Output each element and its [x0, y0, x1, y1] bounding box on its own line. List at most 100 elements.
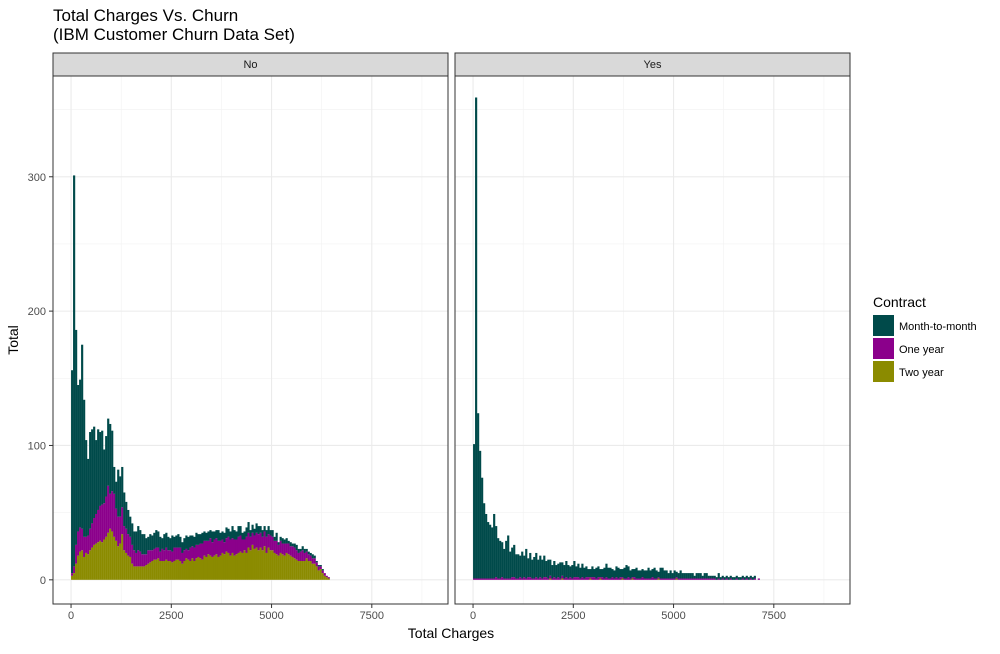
bar-month-to-month — [79, 379, 82, 528]
bar-month-to-month — [679, 570, 682, 579]
chart-subtitle: (IBM Customer Churn Data Set) — [53, 25, 295, 44]
bar-month-to-month — [711, 575, 714, 579]
legend-key-one-year — [873, 338, 894, 359]
bar-two-year — [301, 561, 304, 580]
bar-one-year — [537, 578, 540, 580]
bar-month-to-month — [527, 558, 530, 578]
bar-month-to-month — [287, 540, 290, 544]
bar-month-to-month — [103, 449, 106, 504]
bar-month-to-month — [681, 573, 684, 579]
bar-month-to-month — [85, 440, 88, 537]
bar-month-to-month — [311, 554, 314, 559]
bar-month-to-month — [565, 561, 568, 578]
bar-two-year — [307, 561, 310, 580]
bar-one-year — [199, 543, 202, 559]
bar-month-to-month — [747, 577, 750, 580]
x-tick-label: 0 — [68, 610, 74, 622]
bar-month-to-month — [529, 552, 532, 578]
bar-one-year — [531, 578, 534, 580]
bar-one-year — [71, 573, 74, 576]
bar-month-to-month — [319, 565, 322, 567]
bar-month-to-month — [687, 573, 690, 579]
bar-one-year — [605, 577, 608, 580]
bar-month-to-month — [121, 466, 124, 508]
bar-one-year — [663, 578, 666, 580]
bar-month-to-month — [605, 563, 608, 578]
bar-month-to-month — [191, 535, 194, 547]
bar-one-year — [221, 539, 224, 553]
bar-month-to-month — [659, 567, 662, 579]
panel-bars — [473, 97, 760, 580]
bar-month-to-month — [263, 526, 266, 532]
bar-month-to-month — [671, 573, 674, 579]
bar-month-to-month — [503, 548, 506, 579]
bar-month-to-month — [597, 566, 600, 578]
bar-two-year — [249, 550, 252, 580]
bar-month-to-month — [87, 458, 90, 536]
bar-month-to-month — [725, 575, 728, 579]
bar-one-year — [481, 578, 484, 580]
bar-month-to-month — [209, 530, 212, 539]
bar-month-to-month — [489, 524, 492, 579]
bar-month-to-month — [73, 175, 76, 567]
bar-month-to-month — [317, 565, 320, 567]
bar-month-to-month — [615, 566, 618, 578]
bar-month-to-month — [217, 530, 220, 541]
bar-two-year — [257, 550, 260, 580]
bar-two-year — [139, 566, 142, 580]
bar-one-year — [119, 516, 122, 544]
bar-month-to-month — [665, 570, 668, 579]
bar-month-to-month — [621, 569, 624, 578]
bar-month-to-month — [243, 531, 246, 540]
bar-month-to-month — [719, 577, 722, 580]
bar-one-year — [193, 547, 196, 562]
bar-one-year — [253, 535, 256, 549]
bar-one-year — [589, 577, 592, 579]
bar-month-to-month — [579, 567, 582, 579]
bar-month-to-month — [139, 530, 142, 552]
bar-one-year — [641, 577, 644, 580]
bar-one-year — [243, 539, 246, 551]
bar-month-to-month — [253, 528, 256, 536]
bar-one-year — [321, 570, 324, 574]
bar-month-to-month — [505, 540, 508, 579]
bar-one-year — [313, 558, 316, 564]
bar-one-year — [477, 578, 480, 580]
legend-title: Contract — [873, 294, 926, 310]
bar-two-year — [275, 554, 278, 580]
legend-label-month-to-month: Month-to-month — [899, 321, 977, 333]
bar-month-to-month — [523, 555, 526, 578]
bar-one-year — [75, 544, 78, 564]
bar-one-year — [699, 578, 702, 580]
bar-two-year — [93, 544, 96, 580]
bar-two-year — [255, 547, 258, 580]
bar-two-year — [221, 552, 224, 580]
bar-month-to-month — [629, 570, 632, 579]
bar-month-to-month — [283, 539, 286, 544]
y-axis-ticks: 0 100 200 300 — [28, 172, 53, 587]
bar-month-to-month — [607, 567, 610, 579]
bar-two-year — [151, 561, 154, 580]
bar-one-year — [645, 578, 648, 580]
bar-two-year — [165, 559, 168, 580]
bar-month-to-month — [127, 509, 130, 535]
bar-month-to-month — [569, 566, 572, 578]
bar-month-to-month — [515, 554, 518, 579]
bar-one-year — [105, 496, 108, 537]
bar-month-to-month — [635, 567, 638, 579]
bar-month-to-month — [539, 555, 542, 578]
bar-two-year — [77, 555, 80, 580]
bar-one-year — [323, 573, 326, 576]
bar-one-year — [281, 543, 284, 555]
bar-one-year — [549, 575, 552, 579]
bar-month-to-month — [495, 526, 498, 578]
bar-one-year — [485, 578, 488, 580]
bar-one-year — [661, 578, 664, 580]
bar-month-to-month — [227, 528, 230, 537]
bar-month-to-month — [151, 535, 154, 551]
bar-month-to-month — [603, 567, 606, 579]
bar-one-year — [177, 547, 180, 560]
x-tick-label: 7500 — [360, 610, 384, 622]
x-tick-label: 5000 — [259, 610, 283, 622]
bar-month-to-month — [241, 532, 244, 540]
